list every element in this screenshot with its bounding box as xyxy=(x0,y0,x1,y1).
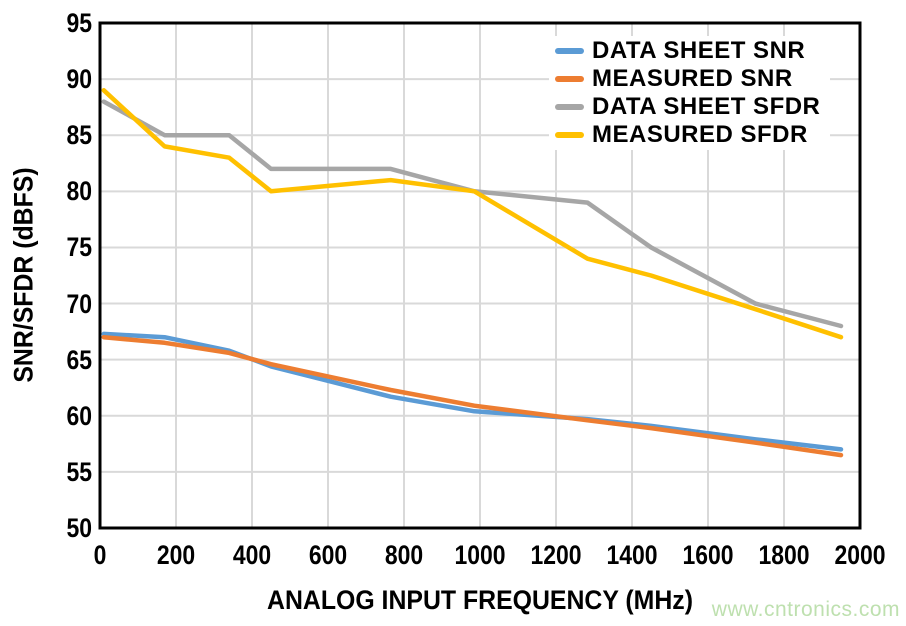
legend-item: DATA SHEET SNR xyxy=(555,37,820,65)
x-tick-label: 600 xyxy=(308,540,348,570)
y-tick-label: 95 xyxy=(66,8,92,38)
legend-label: MEASURED SNR xyxy=(592,65,793,92)
legend-item: DATA SHEET SFDR xyxy=(555,93,820,121)
legend-label: DATA SHEET SFDR xyxy=(592,93,821,120)
x-tick-label: 1000 xyxy=(454,540,506,570)
x-tick-label: 1800 xyxy=(758,540,810,570)
x-tick-label: 400 xyxy=(232,540,272,570)
x-axis-title: ANALOG INPUT FREQUENCY (MHz) xyxy=(267,585,693,615)
legend-swatch xyxy=(555,104,584,110)
legend-swatch xyxy=(555,48,584,54)
x-tick-label: 2000 xyxy=(834,540,886,570)
legend-item: MEASURED SNR xyxy=(555,65,820,93)
y-tick-label: 85 xyxy=(66,120,92,151)
y-axis-title: SNR/SFDR (dBFS) xyxy=(8,167,39,383)
x-tick-label: 200 xyxy=(156,540,196,570)
series-line-3 xyxy=(101,88,844,340)
x-tick-label: 1200 xyxy=(530,540,582,570)
legend-label: MEASURED SFDR xyxy=(592,121,808,148)
y-tick-label: 65 xyxy=(66,344,92,375)
x-tick-label: 1400 xyxy=(606,540,658,570)
y-tick-label: 50 xyxy=(66,513,92,543)
y-tick-label: 55 xyxy=(66,456,92,487)
plot-border xyxy=(98,21,862,530)
series-line-2 xyxy=(101,99,844,329)
series-line-1 xyxy=(101,334,844,458)
legend-label: DATA SHEET SNR xyxy=(592,37,806,64)
chart-legend: DATA SHEET SNR MEASURED SNR DATA SHEET SFD… xyxy=(549,36,831,150)
series-line-0 xyxy=(101,331,844,452)
y-tick-label: 80 xyxy=(66,176,92,207)
legend-swatch xyxy=(555,76,584,82)
x-tick-label: 800 xyxy=(384,540,424,570)
x-tick-label: 1600 xyxy=(682,540,734,570)
watermark-text: www.cntronics.com xyxy=(711,598,900,621)
legend-item: MEASURED SFDR xyxy=(555,121,820,149)
legend-swatch xyxy=(555,132,584,138)
y-tick-label: 60 xyxy=(66,400,92,431)
x-tick-label: 0 xyxy=(93,540,107,570)
y-tick-label: 70 xyxy=(66,288,92,319)
y-tick-label: 75 xyxy=(66,232,92,263)
y-tick-label: 90 xyxy=(66,64,92,95)
